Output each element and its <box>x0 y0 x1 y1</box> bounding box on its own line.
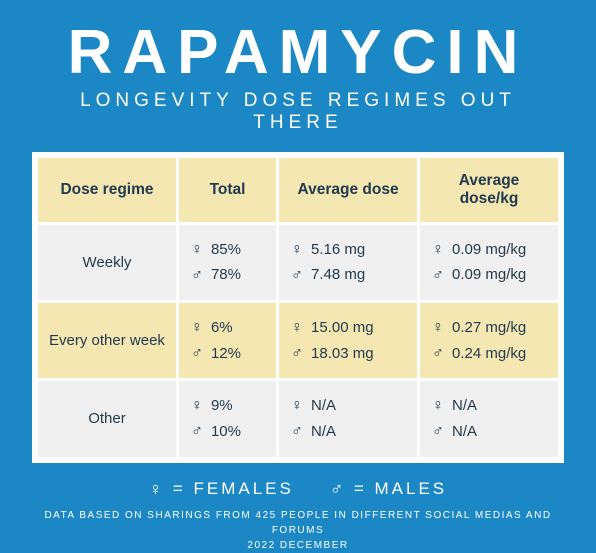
female-line: ♀0.27 mg/kg <box>430 315 548 341</box>
cell-avg-dose: ♀N/A♂N/A <box>279 381 417 456</box>
female-icon: ♀ <box>189 315 205 341</box>
female-icon: ♀ <box>289 393 305 419</box>
female-value: 6% <box>211 316 233 340</box>
male-line: ♂12% <box>189 341 266 367</box>
female-line: ♀N/A <box>430 393 548 419</box>
female-line: ♀15.00 mg <box>289 315 407 341</box>
male-icon: ♂ <box>330 479 346 500</box>
female-icon: ♀ <box>430 237 446 263</box>
table-row: Other♀9%♂10%♀N/A♂N/A♀N/A♂N/A <box>38 381 558 456</box>
female-line: ♀0.09 mg/kg <box>430 237 548 263</box>
female-line: ♀9% <box>189 393 266 419</box>
cell-total: ♀6%♂12% <box>179 303 276 378</box>
female-value: 0.09 mg/kg <box>452 238 526 262</box>
col-header-regime: Dose regime <box>38 158 176 222</box>
cell-total: ♀85%♂78% <box>179 225 276 300</box>
cell-avg-dose: ♀15.00 mg♂18.03 mg <box>279 303 417 378</box>
cell-regime: Other <box>38 381 176 456</box>
female-value: 9% <box>211 394 233 418</box>
male-icon: ♂ <box>430 419 446 445</box>
dose-table: Dose regime Total Average dose Average d… <box>32 152 564 463</box>
male-line: ♂78% <box>189 263 266 289</box>
female-value: 0.27 mg/kg <box>452 316 526 340</box>
male-icon: ♂ <box>430 263 446 289</box>
col-header-avg-dose: Average dose <box>279 158 417 222</box>
male-line: ♂0.09 mg/kg <box>430 263 548 289</box>
female-value: N/A <box>311 394 336 418</box>
cell-regime: Every other week <box>38 303 176 378</box>
male-value: 18.03 mg <box>311 342 374 366</box>
table-body: Weekly♀85%♂78%♀5.16 mg♂7.48 mg♀0.09 mg/k… <box>38 225 558 457</box>
female-icon: ♀ <box>289 315 305 341</box>
female-icon: ♀ <box>289 237 305 263</box>
female-value: 85% <box>211 238 241 262</box>
male-value: N/A <box>311 420 336 444</box>
male-icon: ♂ <box>430 341 446 367</box>
footnote-line2: 2022 DECEMBER <box>32 538 564 553</box>
male-line: ♂0.24 mg/kg <box>430 341 548 367</box>
cell-total: ♀9%♂10% <box>179 381 276 456</box>
female-line: ♀N/A <box>289 393 407 419</box>
female-value: 15.00 mg <box>311 316 374 340</box>
legend: ♀ = FEMALES ♂ = MALES <box>149 479 447 500</box>
female-value: 5.16 mg <box>311 238 365 262</box>
cell-avg-dose-kg: ♀0.27 mg/kg♂0.24 mg/kg <box>420 303 558 378</box>
male-value: 0.09 mg/kg <box>452 263 526 287</box>
female-icon: ♀ <box>189 393 205 419</box>
col-header-avg-dose-kg: Average dose/kg <box>420 158 558 222</box>
legend-female-label: = FEMALES <box>173 479 294 499</box>
legend-male-label: = MALES <box>354 479 447 499</box>
col-header-total: Total <box>179 158 276 222</box>
legend-male: ♂ = MALES <box>330 479 447 500</box>
male-line: ♂N/A <box>430 419 548 445</box>
male-icon: ♂ <box>289 419 305 445</box>
male-value: 12% <box>211 342 241 366</box>
male-value: 7.48 mg <box>311 263 365 287</box>
male-icon: ♂ <box>189 341 205 367</box>
footnote-line1: DATA BASED ON SHARINGS FROM 425 PEOPLE I… <box>32 508 564 538</box>
female-value: N/A <box>452 394 477 418</box>
table-row: Every other week♀6%♂12%♀15.00 mg♂18.03 m… <box>38 303 558 378</box>
male-icon: ♂ <box>189 419 205 445</box>
female-icon: ♀ <box>149 479 165 500</box>
male-value: N/A <box>452 420 477 444</box>
male-line: ♂N/A <box>289 419 407 445</box>
male-line: ♂18.03 mg <box>289 341 407 367</box>
page-title: RAPAMYCIN <box>68 22 529 84</box>
female-icon: ♀ <box>430 315 446 341</box>
female-line: ♀5.16 mg <box>289 237 407 263</box>
male-line: ♂10% <box>189 419 266 445</box>
cell-regime: Weekly <box>38 225 176 300</box>
legend-female: ♀ = FEMALES <box>149 479 294 500</box>
cell-avg-dose: ♀5.16 mg♂7.48 mg <box>279 225 417 300</box>
male-line: ♂7.48 mg <box>289 263 407 289</box>
footnote: DATA BASED ON SHARINGS FROM 425 PEOPLE I… <box>32 508 564 553</box>
female-icon: ♀ <box>430 393 446 419</box>
male-value: 10% <box>211 420 241 444</box>
male-icon: ♂ <box>189 263 205 289</box>
table-row: Weekly♀85%♂78%♀5.16 mg♂7.48 mg♀0.09 mg/k… <box>38 225 558 300</box>
table-header-row: Dose regime Total Average dose Average d… <box>38 158 558 222</box>
female-line: ♀6% <box>189 315 266 341</box>
cell-avg-dose-kg: ♀N/A♂N/A <box>420 381 558 456</box>
cell-avg-dose-kg: ♀0.09 mg/kg♂0.09 mg/kg <box>420 225 558 300</box>
page-subtitle: LONGEVITY DOSE REGIMES OUT THERE <box>32 90 564 134</box>
male-value: 78% <box>211 263 241 287</box>
female-line: ♀85% <box>189 237 266 263</box>
female-icon: ♀ <box>189 237 205 263</box>
male-icon: ♂ <box>289 263 305 289</box>
male-value: 0.24 mg/kg <box>452 342 526 366</box>
male-icon: ♂ <box>289 341 305 367</box>
